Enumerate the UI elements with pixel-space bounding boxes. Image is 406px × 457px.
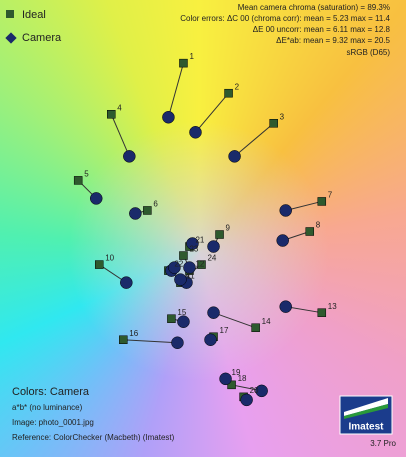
patch-label: 10 — [105, 254, 114, 263]
note-line: Colors: Camera — [12, 386, 90, 398]
patch-label: 2 — [235, 82, 240, 91]
error-line — [167, 63, 184, 118]
patch-label: 6 — [153, 200, 158, 209]
ideal-point — [73, 176, 83, 185]
camera-point — [240, 393, 253, 407]
legend-entry: Camera — [22, 32, 62, 44]
info-line: ΔE 00 uncorr: mean = 6.11 max = 12.8 — [253, 25, 391, 34]
patch-label: 11 — [186, 272, 195, 281]
ideal-point — [224, 88, 233, 98]
patch-label: 5 — [84, 170, 89, 179]
camera-point — [174, 273, 187, 286]
patch-label: 14 — [262, 317, 271, 326]
ideal-point — [317, 308, 327, 317]
ideal-point — [317, 197, 327, 206]
logo-text: Imatest — [348, 422, 384, 433]
ideal-point — [179, 58, 188, 68]
legend-entry: Ideal — [22, 9, 46, 21]
camera-point — [255, 384, 268, 398]
patch-label: 8 — [316, 221, 321, 230]
info-line: ΔE*ab: mean = 9.32 max = 20.5 — [276, 36, 390, 45]
ideal-point — [269, 119, 278, 128]
camera-point — [189, 126, 202, 139]
camera-point — [171, 336, 184, 349]
patch-label: 19 — [232, 368, 241, 377]
camera-point — [89, 192, 103, 205]
patch-label: 24 — [207, 254, 216, 263]
error-line — [234, 122, 274, 157]
patch-label: 15 — [177, 308, 186, 317]
camera-point — [123, 150, 136, 163]
camera-point — [276, 234, 289, 247]
camera-point — [207, 306, 220, 319]
logo-stripe — [344, 404, 388, 419]
error-line — [195, 92, 229, 133]
camera-point — [219, 372, 232, 386]
ideal-point — [94, 260, 104, 269]
version: 3.7 Pro — [370, 439, 396, 448]
ideal-point — [305, 227, 315, 236]
patch-label: 23 — [189, 245, 198, 254]
camera-point — [228, 150, 241, 163]
patch-label: 3 — [280, 112, 285, 121]
note-line: Image: photo_0001.jpg — [12, 418, 94, 427]
camera-point — [129, 207, 142, 220]
error-line — [110, 114, 130, 157]
info-line: Color errors: ΔC 00 (chroma corr): mean … — [180, 14, 390, 23]
camera-point — [186, 237, 199, 250]
legend-ideal-icon — [6, 10, 14, 18]
camera-point — [279, 300, 292, 313]
patch-label: 22 — [174, 260, 183, 269]
patch-label: 4 — [117, 103, 122, 112]
ideal-point — [107, 110, 116, 119]
note-line: a*b* (no luminance) — [12, 403, 83, 412]
ideal-point — [197, 260, 206, 269]
patch-label: 9 — [226, 224, 231, 233]
info-line: sRGB (D65) — [346, 48, 390, 57]
camera-point — [204, 333, 217, 346]
camera-point — [177, 315, 190, 328]
ideal-point — [227, 380, 236, 390]
camera-point — [183, 261, 196, 274]
legend-camera-icon — [5, 32, 17, 44]
info-line: Mean camera chroma (saturation) = 89.3% — [238, 3, 390, 12]
camera-point — [162, 111, 175, 124]
camera-point — [207, 240, 220, 253]
patch-label: 21 — [195, 236, 204, 245]
ideal-point — [143, 206, 152, 215]
patch-label: 7 — [328, 191, 333, 200]
error-line — [123, 339, 178, 344]
ideal-point — [215, 230, 224, 239]
patch-label: 16 — [129, 329, 138, 338]
patch-label: 13 — [328, 302, 337, 311]
note-line: Reference: ColorChecker (Macbeth) (Imate… — [12, 433, 175, 442]
logo-stripe — [344, 398, 388, 416]
ideal-point — [179, 251, 188, 260]
patch-label: 18 — [238, 374, 247, 383]
patch-label: 20 — [250, 386, 259, 395]
ideal-point — [167, 314, 176, 323]
error-line — [213, 312, 256, 329]
camera-point — [120, 276, 133, 289]
ideal-point — [251, 323, 260, 332]
camera-point — [279, 204, 292, 217]
ideal-point — [119, 335, 128, 344]
patch-label: 17 — [220, 326, 229, 335]
camera-point — [168, 261, 181, 274]
patch-label: 1 — [189, 52, 194, 61]
patch-label: 12 — [195, 260, 204, 269]
